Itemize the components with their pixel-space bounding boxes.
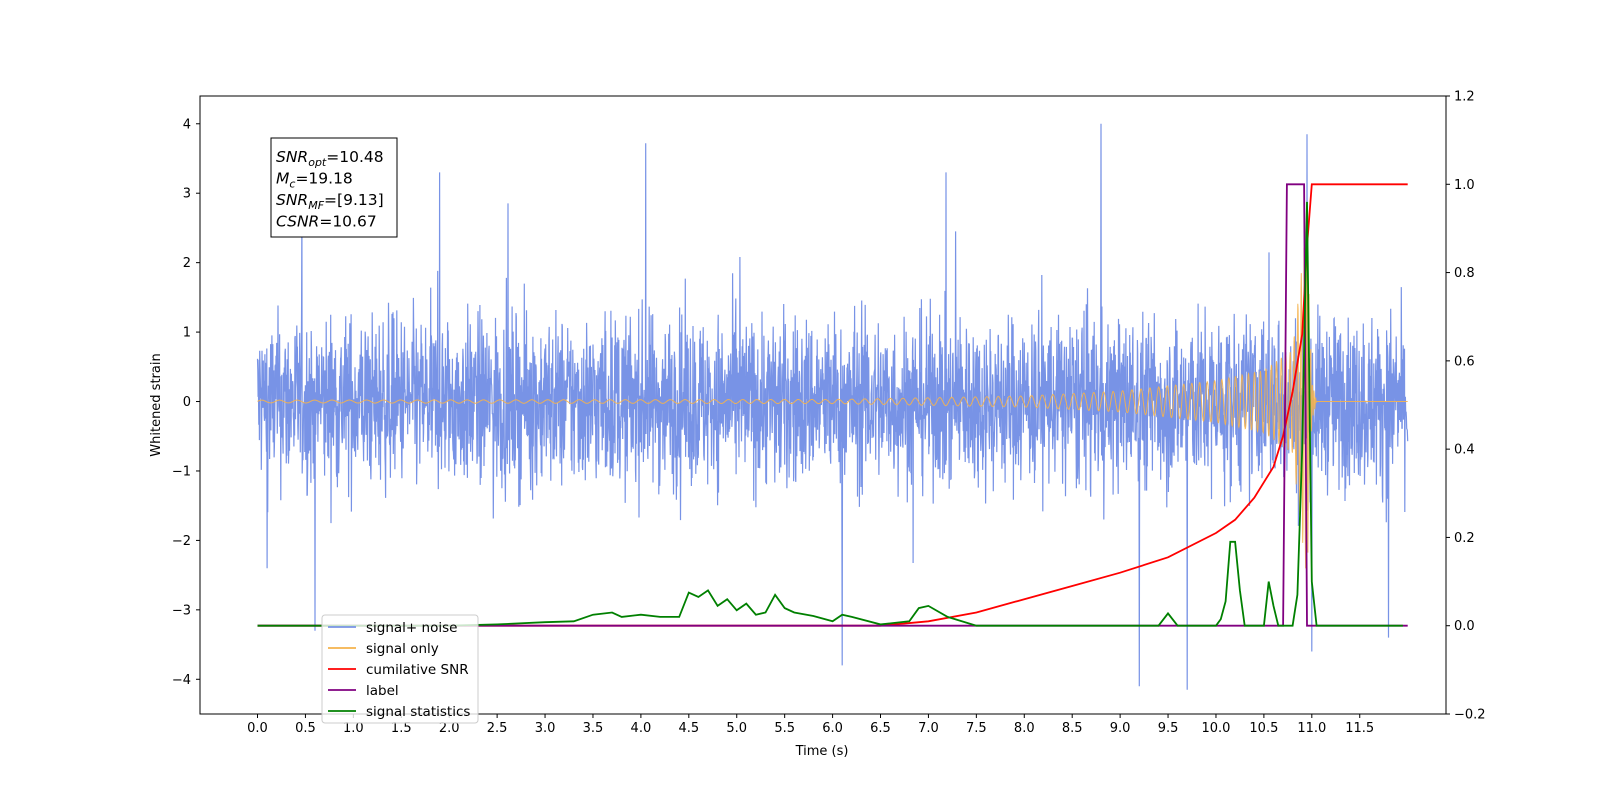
y2-tick-label: 1.2 [1454, 90, 1475, 105]
legend-label: signal only [366, 641, 439, 657]
x-axis: 0.0 0.5 1.0 1.5 2.0 2.5 3.0 3.5 4.0 4.5 5.0 5.5 6.0 6… [247, 714, 1374, 736]
y2-tick-label: 0.6 [1454, 354, 1475, 369]
legend-label: cumilative SNR [366, 662, 469, 678]
annotation-line: CSNR=10.67 [276, 213, 377, 231]
series-signal-statistics [257, 201, 1403, 627]
legend-label: signal+ noise [366, 620, 457, 636]
y2-tick-label: 0.0 [1454, 619, 1475, 634]
x-tick-label: 11.0 [1297, 721, 1326, 736]
x-axis-label: Time (s) [795, 744, 849, 759]
y-tick-label: 3 [183, 187, 191, 202]
legend-frame [321, 614, 479, 724]
y-tick-label: −3 [172, 603, 191, 618]
annotation-line: Mc=19.18 [276, 170, 353, 191]
x-tick-label: 0.0 [247, 721, 268, 736]
x-tick-label: 9.0 [1110, 721, 1131, 736]
x-tick-label: 2.5 [487, 721, 508, 736]
x-tick-label: 8.5 [1062, 721, 1083, 736]
legend-label: label [366, 683, 399, 699]
x-tick-label: 3.0 [535, 721, 556, 736]
legend-label: signal statistics [366, 704, 470, 720]
y2-tick-label: 1.0 [1454, 178, 1475, 193]
x-tick-label: 10.0 [1201, 721, 1230, 736]
y2-tick-label: 0.2 [1454, 531, 1475, 546]
y-tick-label: −1 [172, 464, 191, 479]
plot-frame [199, 95, 1447, 715]
y2-tick-label: 0.8 [1454, 266, 1475, 281]
x-tick-label: 0.5 [295, 721, 316, 736]
y2-tick-label: −0.2 [1454, 708, 1486, 723]
x-tick-label: 7.5 [966, 721, 987, 736]
annotation-line: SNRMF=[9.13] [276, 191, 384, 212]
y-axis-label: Whitened strain [149, 353, 164, 456]
x-tick-label: 2.0 [439, 721, 460, 736]
series-signal-only [257, 225, 1408, 569]
x-tick-label: 1.0 [343, 721, 364, 736]
series-cumilative-snr [257, 183, 1408, 627]
annotation-line: SNRopt=10.48 [276, 148, 384, 169]
x-tick-label: 5.0 [726, 721, 747, 736]
x-tick-label: 6.5 [870, 721, 891, 736]
legend: signal+ noise signal only cumilative SNR la… [321, 614, 479, 724]
x-tick-label: 1.5 [391, 721, 412, 736]
x-tick-label: 8.0 [1014, 721, 1035, 736]
x-tick-label: 6.0 [822, 721, 843, 736]
x-tick-label: 5.5 [774, 721, 795, 736]
y-tick-label: 2 [183, 256, 191, 271]
y-tick-label: 1 [183, 326, 191, 341]
x-tick-label: 4.0 [631, 721, 652, 736]
plot-area [256, 123, 1409, 690]
y-tick-label: −4 [172, 673, 191, 688]
y-tick-label: 0 [183, 395, 191, 410]
y-axis-left: −4 −3 −2 −1 0 1 2 3 4 [172, 117, 200, 688]
annotation-frame [270, 137, 398, 238]
y2-tick-label: 0.4 [1454, 443, 1475, 458]
x-tick-label: 3.5 [583, 721, 604, 736]
x-tick-label: 10.5 [1249, 721, 1278, 736]
y-tick-label: 4 [183, 117, 191, 132]
y-tick-label: −2 [172, 534, 191, 549]
series-signal-noise [256, 123, 1409, 690]
x-tick-label: 4.5 [678, 721, 699, 736]
x-tick-label: 7.0 [918, 721, 939, 736]
metrics-annotation-box: SNRopt=10.48Mc=19.18SNRMF=[9.13]CSNR=10.… [270, 137, 398, 238]
y-axis-right: −0.2 0.0 0.2 0.4 0.6 0.8 1.0 1.2 [1446, 90, 1486, 723]
x-tick-label: 9.5 [1158, 721, 1179, 736]
x-tick-label: 11.5 [1345, 721, 1374, 736]
